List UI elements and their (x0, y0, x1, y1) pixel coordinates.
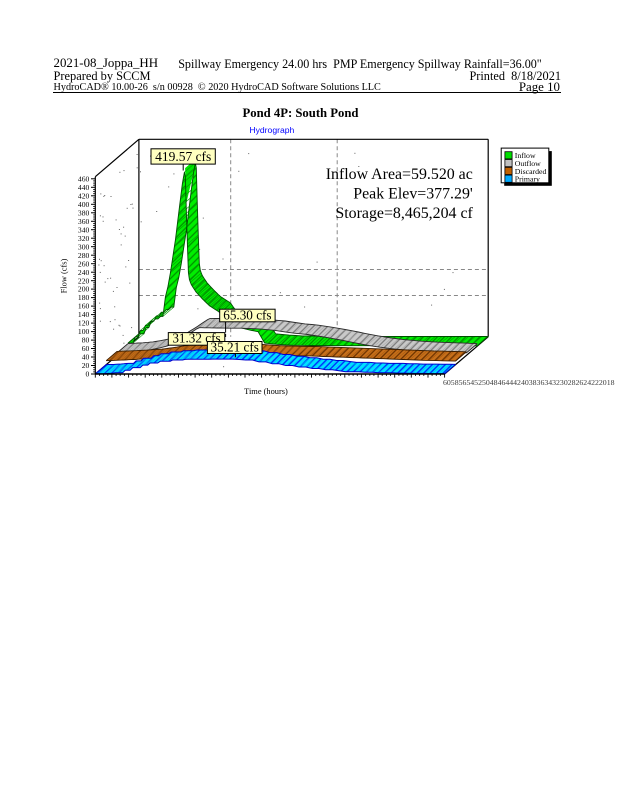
svg-text:340: 340 (78, 225, 90, 234)
svg-text:460: 460 (78, 174, 90, 183)
svg-text:60: 60 (82, 344, 90, 353)
svg-text:260: 260 (78, 259, 90, 268)
svg-text:80: 80 (82, 336, 90, 345)
svg-text:Discarded: Discarded (515, 167, 547, 176)
svg-text:280: 280 (78, 251, 90, 260)
svg-text:65.30 cfs: 65.30 cfs (223, 307, 271, 322)
svg-text:320: 320 (78, 234, 90, 243)
svg-text:40: 40 (82, 353, 90, 362)
svg-text:Flow (cfs): Flow (cfs) (60, 258, 69, 293)
svg-text:Storage=8,465,204 cf: Storage=8,465,204 cf (335, 205, 473, 222)
svg-text:180: 180 (78, 293, 90, 302)
svg-text:Time (hours): Time (hours) (244, 387, 288, 396)
svg-text:0: 0 (86, 370, 90, 379)
svg-text:240: 240 (78, 268, 90, 277)
svg-text:Inflow Area=59.520 ac: Inflow Area=59.520 ac (326, 166, 473, 183)
svg-text:Peak Elev=377.29': Peak Elev=377.29' (353, 186, 473, 203)
svg-text:100: 100 (78, 327, 90, 336)
svg-text:220: 220 (78, 276, 90, 285)
svg-text:160: 160 (78, 302, 90, 311)
svg-text:Primary: Primary (515, 175, 540, 184)
svg-text:440: 440 (78, 183, 90, 192)
svg-text:360: 360 (78, 217, 90, 226)
svg-text:419.57 cfs: 419.57 cfs (155, 149, 211, 164)
svg-text:35.21 cfs: 35.21 cfs (211, 339, 259, 354)
svg-text:Outflow: Outflow (515, 159, 541, 168)
svg-text:120: 120 (78, 319, 90, 328)
svg-text:420: 420 (78, 191, 90, 200)
svg-text:Inflow: Inflow (515, 151, 536, 160)
svg-text:380: 380 (78, 208, 90, 217)
svg-text:140: 140 (78, 310, 90, 319)
svg-text:200: 200 (78, 285, 90, 294)
svg-text:605856545250484644424038363432: 6058565452504846444240383634323028262422… (443, 378, 615, 387)
svg-text:20: 20 (82, 361, 90, 370)
svg-text:400: 400 (78, 200, 90, 209)
svg-text:300: 300 (78, 242, 90, 251)
